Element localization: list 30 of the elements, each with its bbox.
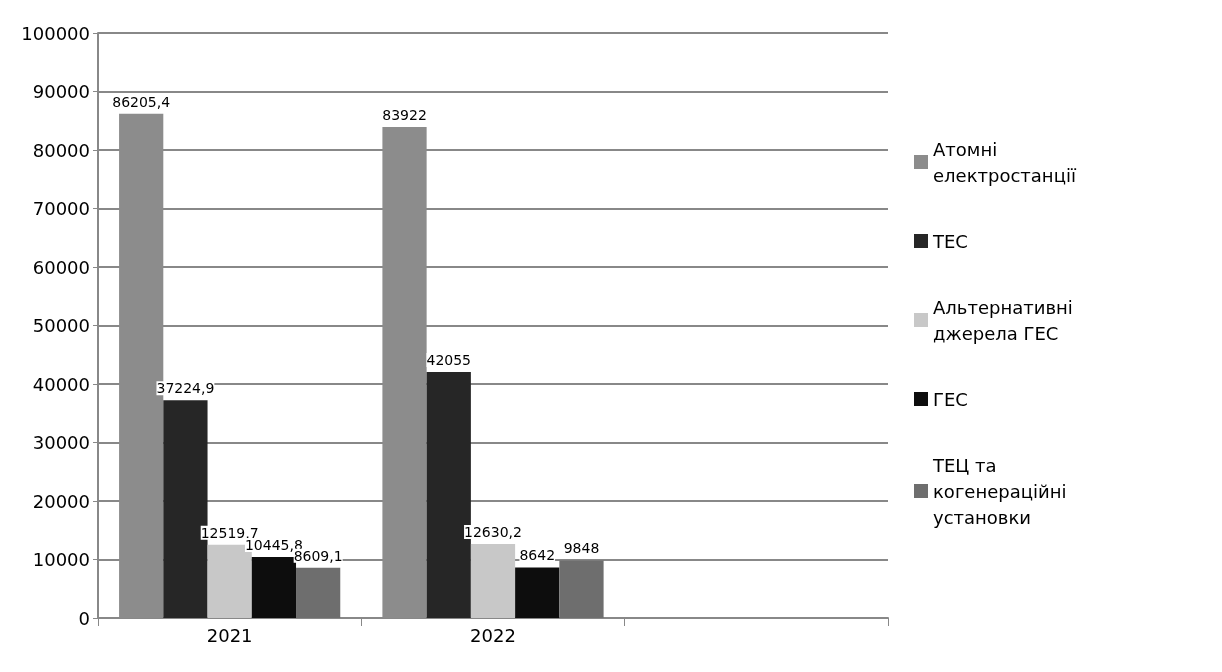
y-tick-label: 100000 (21, 22, 90, 44)
y-tick-label: 30000 (32, 432, 90, 453)
bar (559, 560, 604, 618)
y-tick-label: 50000 (32, 315, 90, 336)
legend-label: ТЕЦ та когенераційні установки (932, 454, 1073, 528)
x-tick-label: 2021 (206, 624, 253, 646)
legend-label: ТЕС (932, 230, 968, 252)
data-label: 86205,4 (112, 93, 171, 110)
x-tick-label: 2022 (470, 624, 516, 646)
y-tick-label: 90000 (32, 81, 90, 102)
y-tick-label: 60000 (32, 256, 90, 278)
y-tick-label: 0 (78, 607, 90, 629)
legend-label: Атомні електростанції (933, 138, 1077, 186)
y-tick-label: 40000 (32, 373, 90, 395)
data-label: 12519,7 (200, 524, 259, 541)
y-tick-label: 80000 (32, 139, 90, 161)
legend-label: ГЕС (933, 388, 968, 410)
y-tick-label: 70000 (32, 198, 90, 219)
data-label: 9848 (563, 540, 600, 557)
data-label: 8642 (519, 547, 556, 564)
data-label: 42055 (426, 351, 472, 368)
bar (515, 567, 560, 618)
bar (470, 544, 516, 618)
data-label: 37224,9 (156, 380, 215, 397)
data-label: 83922 (382, 107, 427, 124)
data-label: 12630,2 (464, 524, 522, 541)
y-tick-label: 10000 (32, 549, 90, 570)
y-tick-label: 20000 (32, 490, 90, 512)
legend-label: Альтернативні джерела ГЕС (933, 296, 1079, 344)
bar (296, 567, 341, 618)
